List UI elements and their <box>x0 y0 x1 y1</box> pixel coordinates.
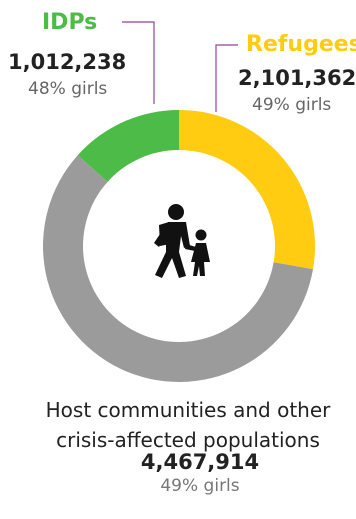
refugees-percent-girls: 49% girls <box>252 95 332 115</box>
donut-slices <box>43 110 316 382</box>
refugees-value: 2,101,362 <box>238 66 356 90</box>
idps-value: 1,012,238 <box>8 50 127 74</box>
walking-adult-and-child-icon <box>154 204 210 278</box>
host-communities-label: Host communities and other crisis-affect… <box>45 398 331 452</box>
donut-slice-idps <box>77 110 179 182</box>
leader-lines <box>122 21 238 112</box>
refugees-leader-line <box>215 44 238 112</box>
idps-leader-line <box>122 21 155 104</box>
refugees-label: Refugees <box>246 32 356 57</box>
donut-slice-refugees <box>179 110 316 270</box>
host-communities-percent-girls: 49% girls <box>160 476 240 496</box>
donut-slice-host <box>43 155 314 382</box>
idps-percent-girls: 48% girls <box>28 79 108 99</box>
host-communities-value: 4,467,914 <box>140 450 260 474</box>
idps-label: IDPs <box>42 10 98 35</box>
